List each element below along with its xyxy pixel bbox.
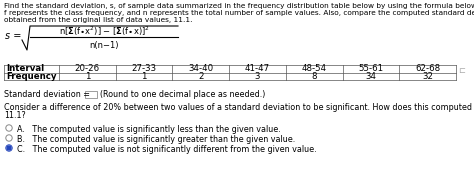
Text: obtained from the original list of data values, 11.1.: obtained from the original list of data …	[4, 17, 192, 23]
Text: A.   The computed value is significantly less than the given value.: A. The computed value is significantly l…	[17, 125, 281, 134]
Circle shape	[7, 146, 11, 150]
Text: B.   The computed value is significantly greater than the given value.: B. The computed value is significantly g…	[17, 135, 295, 144]
Text: Frequency: Frequency	[6, 72, 56, 81]
Text: Standard deviation =: Standard deviation =	[4, 90, 92, 99]
Text: 3: 3	[255, 72, 260, 81]
Text: 62-68: 62-68	[415, 64, 440, 73]
Text: 34-40: 34-40	[188, 64, 213, 73]
Text: 1: 1	[141, 72, 147, 81]
Text: 34: 34	[365, 72, 376, 81]
Text: 8: 8	[311, 72, 317, 81]
Text: n(n−1): n(n−1)	[89, 41, 119, 50]
Bar	[85, 91, 97, 98]
Text: 1: 1	[84, 72, 90, 81]
Text: C.   The computed value is not significantly different from the given value.: C. The computed value is not significant…	[17, 145, 317, 154]
Text: 20-26: 20-26	[75, 64, 100, 73]
Text: (Round to one decimal place as needed.): (Round to one decimal place as needed.)	[100, 90, 265, 99]
Text: Consider a difference of 20% between two values of a standard deviation to be si: Consider a difference of 20% between two…	[4, 103, 474, 112]
Text: 2: 2	[198, 72, 203, 81]
Text: ⊏: ⊏	[458, 66, 465, 75]
Text: s =: s =	[5, 31, 21, 41]
Text: Interval: Interval	[6, 64, 44, 73]
Text: n[$\mathbf{\Sigma}$(f$\bullet$x$^2$)] $-$ [$\mathbf{\Sigma}$(f$\bullet$x)]$^2$: n[$\mathbf{\Sigma}$(f$\bullet$x$^2$)] $-…	[59, 24, 149, 38]
Text: f represents the class frequency, and n represents the total number of sample va: f represents the class frequency, and n …	[4, 10, 474, 16]
Text: 32: 32	[422, 72, 433, 81]
Text: 48-54: 48-54	[301, 64, 327, 73]
Text: Find the standard deviation, s, of sample data summarized in the frequency distr: Find the standard deviation, s, of sampl…	[4, 3, 474, 9]
Text: 27-33: 27-33	[131, 64, 156, 73]
Text: 11.1?: 11.1?	[4, 111, 26, 120]
Text: 55-61: 55-61	[358, 64, 383, 73]
Text: 41-47: 41-47	[245, 64, 270, 73]
